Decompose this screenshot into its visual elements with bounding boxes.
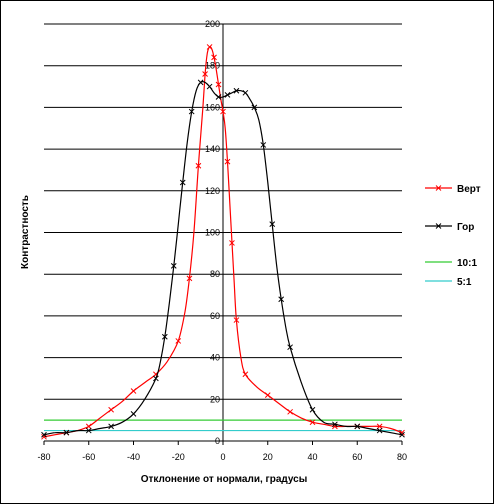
x-tick-label-80: 80	[397, 452, 407, 462]
x-tick-label--60: -60	[82, 452, 95, 462]
y-tick-label-40: 40	[210, 353, 220, 363]
legend-entry-10-1: 10:1	[425, 258, 477, 269]
data-point-Гор-6	[108, 423, 114, 430]
data-point-Гор-0	[41, 431, 47, 438]
data-point-Верт-28	[224, 158, 231, 165]
legend-label-Гор: Гор	[457, 222, 474, 233]
y-tick-label-160: 160	[205, 102, 220, 112]
data-point-Гор-14	[170, 263, 177, 269]
legend-label-Верт: Верт	[457, 184, 481, 195]
x-axis-title: Отклонение от нормали, градусы	[141, 474, 308, 485]
data-point-Гор-30	[242, 89, 249, 96]
data-point-Верт-34	[242, 371, 249, 378]
data-point-Верт-8	[130, 388, 137, 394]
series-line-Гор	[43, 81, 403, 436]
data-point-Верт-0	[41, 433, 47, 440]
data-point-Гор-20	[197, 79, 204, 86]
x-tick-label--80: -80	[37, 452, 50, 462]
y-tick-label-60: 60	[210, 311, 220, 321]
data-point-Гор-44	[332, 421, 338, 428]
y-tick-label-80: 80	[210, 269, 220, 279]
data-point-Верт-46	[376, 423, 383, 430]
x-tick-label--40: -40	[127, 452, 140, 462]
data-point-Гор-42	[309, 406, 316, 413]
data-point-Верт-16	[195, 162, 202, 169]
legend-entry-5-1: 5:1	[425, 277, 472, 288]
data-point-Верт-6	[108, 406, 114, 413]
data-point-Гор-36	[269, 221, 276, 228]
data-point-Гор-12	[161, 333, 168, 340]
data-point-Гор-26	[224, 92, 231, 98]
data-point-Верт-36	[264, 392, 271, 398]
data-point-Гор-4	[85, 427, 92, 434]
legend-marker-Гор	[435, 223, 442, 229]
data-point-Гор-24	[215, 94, 222, 100]
data-point-Верт-12	[175, 338, 182, 344]
x-tick-label-20: 20	[263, 452, 273, 462]
y-tick-label-120: 120	[205, 186, 220, 196]
legend-entry-Гор: Гор	[425, 222, 474, 233]
data-point-Верт-18	[202, 71, 208, 77]
y-tick-label-20: 20	[210, 394, 220, 404]
data-point-Верт-38	[287, 408, 293, 415]
x-tick-label-60: 60	[352, 452, 362, 462]
x-tick-label-40: 40	[307, 452, 317, 462]
data-point-Гор-22	[206, 83, 213, 90]
y-tick-label-140: 140	[205, 144, 220, 154]
data-point-Гор-8	[130, 411, 137, 417]
data-point-Верт-40	[309, 419, 316, 426]
x-tick-label--20: -20	[172, 452, 185, 462]
legend-marker-Верт	[435, 185, 442, 191]
legend-label-5-1: 5:1	[457, 277, 472, 288]
data-point-Гор-16	[179, 179, 186, 186]
data-point-Верт-30	[229, 240, 235, 246]
data-point-Верт-22	[211, 54, 217, 61]
series-layer	[41, 44, 405, 440]
data-point-Гор-18	[188, 108, 195, 115]
data-point-Гор-10	[153, 375, 159, 382]
y-tick-label-100: 100	[205, 228, 220, 238]
legend-entry-Верт: Верт	[425, 184, 481, 195]
data-point-Гор-46	[354, 423, 361, 430]
y-tick-label-180: 180	[205, 61, 220, 71]
data-point-Гор-34	[260, 142, 267, 148]
data-point-Верт-26	[220, 108, 226, 115]
y-tick-label-200: 200	[205, 19, 220, 29]
data-point-Гор-38	[278, 296, 285, 303]
data-point-Гор-40	[287, 344, 293, 351]
y-axis-title: Контрастность	[20, 195, 31, 269]
data-point-Верт-14	[186, 275, 193, 282]
data-point-Верт-24	[215, 81, 222, 88]
data-point-Верт-4	[85, 423, 92, 430]
data-point-Гор-50	[399, 431, 405, 438]
x-tick-label-0: 0	[220, 452, 225, 462]
data-point-Гор-48	[376, 427, 383, 434]
data-point-Гор-32	[251, 104, 258, 111]
data-point-Верт-32	[233, 317, 240, 323]
data-point-Гор-2	[63, 429, 70, 436]
data-point-Гор-28	[233, 87, 240, 94]
legend-label-10-1: 10:1	[457, 258, 477, 269]
data-point-Верт-20	[206, 44, 213, 50]
series-Гор	[41, 79, 405, 438]
legend: Верт Гор 10:1 5:1	[425, 184, 481, 288]
